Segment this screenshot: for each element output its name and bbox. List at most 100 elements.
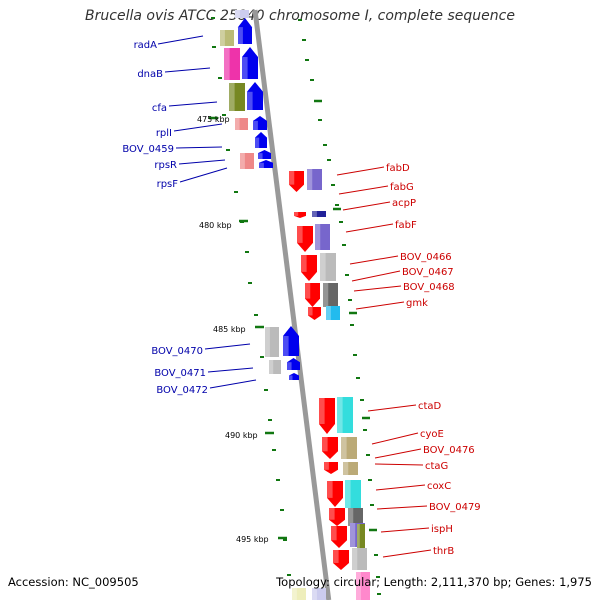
gene-shade (283, 336, 289, 356)
forward-gene-connector (342, 201, 391, 211)
gene-shade (350, 523, 356, 547)
forward-gene-arrow (297, 226, 313, 252)
reverse-gene-label: BOV_0459 (122, 144, 174, 155)
gene-shade (220, 30, 225, 46)
gene-shade (320, 253, 326, 281)
gene-shade (352, 548, 358, 570)
accession-text: Accession: NC_009505 (8, 575, 139, 589)
cog-block (240, 153, 254, 169)
forward-gene-label: cyoE (420, 429, 444, 440)
cog-block (220, 30, 234, 46)
reverse-gene-connector (168, 101, 218, 107)
gene-shade (324, 462, 329, 470)
gene-shade (329, 508, 335, 520)
gene-shade (322, 437, 328, 452)
gene-shade (265, 327, 270, 357)
gene-shade (326, 306, 331, 320)
gene-shade (356, 572, 361, 600)
forward-gene-label: BOV_0467 (402, 267, 454, 278)
forward-gene-arrow (327, 481, 343, 507)
forward-gene-connector (345, 223, 394, 233)
reverse-gene-arrow (283, 326, 299, 356)
gene-shade (294, 212, 299, 216)
cog-block (224, 48, 240, 80)
reverse-gene-connector (164, 67, 211, 73)
gene-shade (348, 508, 354, 526)
cog-block (345, 480, 361, 508)
gene-shade (312, 588, 317, 600)
gene-shade (331, 526, 337, 541)
reverse-gene-arrow (255, 132, 267, 148)
reverse-gene-connector (157, 35, 204, 45)
cog-block (343, 462, 358, 475)
gene-shade (255, 137, 260, 148)
gene-shade (315, 224, 321, 250)
forward-gene-connector (349, 255, 399, 265)
gene-shade (297, 226, 303, 243)
forward-gene-label: thrB (433, 546, 454, 557)
forward-gene-connector (375, 484, 426, 491)
gene-shade (312, 211, 317, 217)
gene-shade (323, 283, 329, 307)
reverse-gene-connector (178, 159, 226, 165)
kbp-tick-label: 485 kbp (213, 325, 246, 334)
gene-shade (289, 375, 293, 380)
cog-block (292, 588, 306, 600)
gene-shade (341, 437, 347, 459)
gene-shade (337, 397, 343, 433)
gene-shade (269, 360, 274, 374)
topology-text: Topology: circular; Length: 2,111,370 bp… (276, 575, 592, 589)
forward-gene-arrow (324, 462, 338, 474)
cog-block (315, 224, 330, 250)
reverse-gene-label: dnaB (137, 69, 163, 80)
cog-block (352, 548, 367, 570)
gene-shade (235, 10, 240, 18)
forward-gene-connector (376, 505, 428, 510)
gene-shade (238, 27, 243, 44)
gene-shade (327, 481, 333, 498)
forward-gene-arrow (294, 212, 306, 218)
forward-gene-label: ispH (431, 524, 453, 535)
forward-gene-label: BOV_0468 (403, 282, 455, 293)
forward-gene-label: ctaD (418, 401, 442, 412)
cog-block (312, 588, 326, 600)
cog-block (312, 211, 326, 217)
reverse-gene-label: radA (134, 40, 158, 51)
backbone-line (252, 9, 332, 600)
cog-block (265, 327, 279, 357)
reverse-gene-connector (175, 146, 223, 149)
reverse-gene-label: cfa (152, 103, 167, 114)
forward-gene-connector (336, 166, 385, 176)
gene-shade (319, 398, 325, 424)
forward-gene-arrow (289, 171, 304, 192)
gene-shade (224, 48, 230, 80)
gene-shade (229, 83, 235, 111)
reverse-gene-arrow (238, 18, 252, 44)
reverse-gene-arrow (247, 82, 263, 110)
forward-gene-arrow (331, 526, 347, 548)
kbp-tick-label: 495 kbp (236, 535, 269, 544)
cog-block (269, 360, 281, 374)
forward-gene-arrow (305, 283, 320, 307)
forward-gene-connector (382, 549, 432, 558)
cog-block (326, 306, 340, 320)
kbp-tick-label: 490 kbp (225, 431, 258, 440)
cog-block (356, 572, 370, 600)
forward-gene-label: BOV_0466 (400, 252, 452, 263)
gene-shade (289, 171, 295, 185)
cog-block (320, 253, 336, 281)
forward-gene-arrow (333, 550, 349, 570)
gene-shade (345, 480, 351, 508)
kbp-tick-label: 480 kbp (199, 221, 232, 230)
forward-gene-connector (374, 463, 424, 466)
gene-shade (287, 362, 292, 370)
gene-shade (235, 118, 240, 130)
forward-gene-connector (380, 527, 430, 533)
forward-gene-connector (353, 285, 402, 292)
forward-gene-arrow (322, 437, 338, 459)
forward-gene-connector (367, 404, 417, 412)
reverse-gene-label: BOV_0470 (151, 346, 203, 357)
reverse-gene-arrow (259, 160, 273, 168)
reverse-gene-label: BOV_0471 (154, 368, 206, 379)
